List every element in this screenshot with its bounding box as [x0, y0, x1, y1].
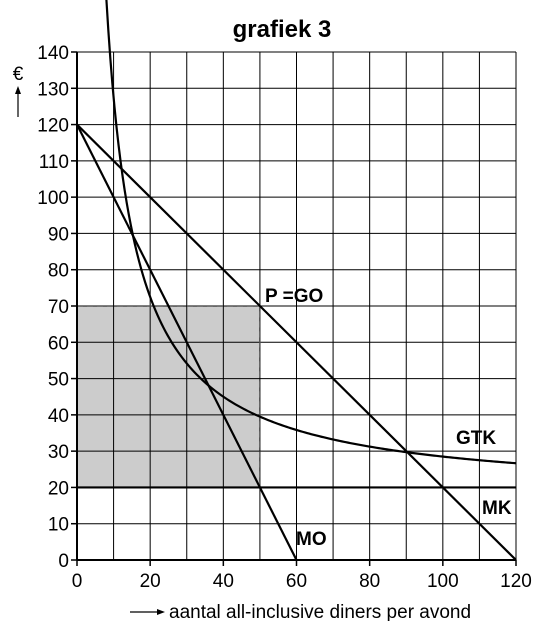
- y-tick-label: 100: [37, 188, 69, 209]
- y-tick-label: 130: [37, 79, 69, 100]
- shaded-area: [77, 306, 260, 487]
- y-tick-label: 70: [48, 297, 69, 318]
- y-tick-label: 10: [48, 515, 69, 536]
- x-axis-arrow: [130, 609, 165, 615]
- x-tick-label: 80: [359, 571, 380, 592]
- y-tick-labels: 0 10 20 30 40 50 60 70 80 90 100 110 120 130 140: [37, 43, 69, 572]
- x-tick-label: 40: [213, 571, 234, 592]
- y-axis-arrow: [15, 86, 21, 117]
- y-axis-label: €: [13, 64, 24, 85]
- x-tick-labels: 0 20 40 60 80 100 120: [72, 571, 532, 592]
- y-tick-label: 110: [39, 152, 69, 173]
- y-tick-label: 20: [48, 478, 69, 499]
- curve-label-p-go: P =GO: [265, 286, 323, 307]
- y-tick-label: 140: [37, 43, 69, 64]
- x-axis-label: aantal all-inclusive diners per avond: [169, 602, 471, 621]
- y-tick-label: 80: [48, 261, 69, 282]
- y-tick-label: 0: [58, 551, 69, 572]
- x-tick-label: 100: [427, 571, 459, 592]
- x-tick-label: 20: [140, 571, 161, 592]
- y-tick-label: 40: [48, 406, 69, 427]
- x-tick-label: 0: [72, 571, 83, 592]
- shaded-region: [77, 306, 260, 487]
- curve-label-mo: MO: [296, 529, 327, 550]
- y-tick-label: 60: [48, 333, 69, 354]
- x-tick-label: 120: [500, 571, 532, 592]
- curve-label-gtk: GTK: [456, 428, 496, 449]
- y-tick-label: 120: [37, 116, 69, 137]
- y-tick-label: 30: [48, 442, 69, 463]
- x-tick-label: 60: [286, 571, 307, 592]
- chart-title: grafiek 3: [233, 16, 332, 43]
- curve-label-mk: MK: [482, 498, 512, 519]
- y-tick-label: 50: [48, 370, 69, 391]
- y-tick-label: 90: [48, 224, 69, 245]
- curve-labels: P =GO MO MK GTK: [265, 286, 512, 550]
